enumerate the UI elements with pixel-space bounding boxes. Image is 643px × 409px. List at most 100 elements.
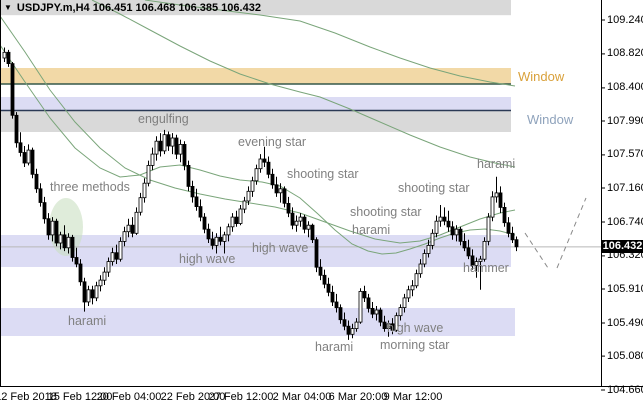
candle-bull — [490, 196, 495, 218]
candle-bull — [422, 253, 427, 265]
candle-bull — [226, 226, 231, 236]
candle-bull — [454, 228, 459, 236]
candle-bear — [46, 218, 51, 236]
candle-bear — [506, 222, 511, 234]
candle-bear — [442, 216, 447, 222]
candle-bear — [338, 307, 343, 321]
candle-bear — [210, 238, 215, 246]
candle-bear — [286, 202, 291, 214]
candle-bear — [446, 220, 451, 228]
candle-bear — [14, 114, 19, 144]
candle-bear — [274, 184, 279, 194]
candle-bull — [478, 258, 483, 262]
candle-bull — [494, 192, 499, 198]
candle-bear — [174, 137, 179, 155]
candle-bull — [118, 240, 123, 260]
candle-bull — [238, 208, 243, 224]
candle-bull — [374, 309, 379, 315]
candle-bull — [306, 224, 311, 230]
candle-bear — [290, 212, 295, 226]
candle-bear — [202, 216, 207, 230]
candle-bear — [62, 234, 67, 249]
candle-bull — [98, 279, 103, 287]
candle-bear — [390, 323, 395, 331]
candle-bear — [190, 185, 195, 198]
candle-bear — [502, 206, 507, 224]
candle-bear — [182, 143, 187, 166]
candle-bull — [430, 232, 435, 246]
candle-bull — [246, 190, 251, 202]
collapse-icon[interactable]: ▼ — [4, 2, 12, 12]
candle-bear — [498, 192, 503, 208]
candle-bear — [450, 226, 455, 236]
candle-bear — [326, 283, 331, 293]
candle-bull — [350, 328, 355, 335]
candle-bear — [362, 290, 367, 299]
candle-bull — [154, 140, 159, 155]
candle-bear — [322, 274, 327, 285]
candle-bull — [26, 149, 31, 164]
candle-bull — [414, 273, 419, 287]
candle-bull — [278, 188, 283, 194]
candle-bull — [138, 197, 143, 213]
ma-slow — [91, 0, 516, 168]
candle-bear — [54, 220, 59, 244]
candle-bear — [114, 252, 119, 260]
candle-bear — [314, 239, 319, 268]
candle-bull — [126, 224, 131, 233]
candle-bear — [130, 224, 135, 234]
zone-window-top — [0, 0, 511, 16]
candle-bear — [466, 247, 471, 257]
candle-bull — [242, 200, 247, 210]
candle-bull — [486, 216, 491, 242]
candle-bear — [34, 173, 39, 190]
candle-bear — [510, 232, 515, 241]
candle-bull — [474, 261, 479, 267]
candle-bear — [158, 140, 163, 152]
candle-bull — [110, 252, 115, 262]
candle-bear — [198, 206, 203, 218]
candle-bear — [318, 266, 323, 276]
candle-bear — [194, 196, 199, 207]
candle-bear — [22, 152, 27, 164]
candle-bull — [222, 234, 227, 242]
candle-bull — [66, 236, 71, 249]
candle-bull — [418, 263, 423, 275]
zone-window-lavender-1 — [0, 97, 511, 111]
candle-bull — [86, 289, 91, 303]
candle-bear — [42, 202, 47, 220]
candle-bull — [482, 240, 487, 260]
candle-bear — [282, 188, 287, 204]
zone-support-lavender-low — [0, 308, 515, 336]
candle-bear — [342, 319, 347, 327]
candle-bear — [18, 142, 23, 153]
candle-bear — [82, 281, 87, 303]
candle-bear — [378, 309, 383, 323]
candle-bear — [186, 164, 191, 187]
candle-bear — [366, 297, 371, 309]
candle-bear — [382, 321, 387, 330]
candle-bull — [410, 285, 415, 291]
candle-bull — [50, 220, 55, 236]
candle-bear — [370, 307, 375, 315]
candle-bull — [134, 211, 139, 234]
candle-bear — [30, 149, 35, 175]
forecast-line — [556, 197, 587, 269]
candle-bear — [334, 301, 339, 309]
candle-bear — [462, 240, 467, 249]
candle-bear — [10, 63, 15, 116]
candle-bull — [298, 216, 303, 222]
ma-mid — [0, 15, 516, 244]
candle-bull — [394, 315, 399, 331]
candle-bull — [254, 168, 259, 182]
candle-bull — [294, 220, 299, 226]
chart-title: ▼ USDJPY.m,H4 106.451 106.468 106.385 10… — [4, 1, 261, 14]
candle-bull — [178, 143, 183, 155]
candle-bear — [458, 228, 463, 242]
candle-bear — [262, 158, 267, 163]
candle-bear — [310, 224, 315, 241]
candle-bear — [90, 289, 95, 299]
candle-bear — [206, 228, 211, 240]
